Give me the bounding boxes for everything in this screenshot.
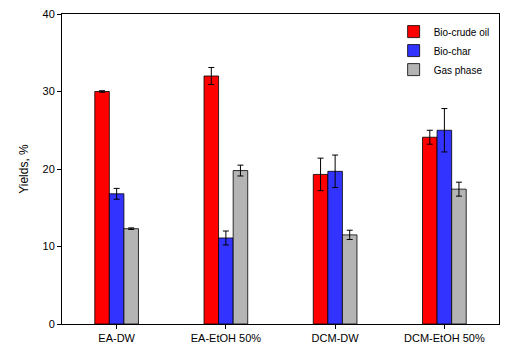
svg-text:DCM-DW: DCM-DW bbox=[312, 332, 360, 344]
svg-text:Bio-crude oil: Bio-crude oil bbox=[434, 27, 490, 38]
svg-text:10: 10 bbox=[43, 240, 55, 252]
svg-text:20: 20 bbox=[43, 163, 55, 175]
svg-text:30: 30 bbox=[43, 85, 55, 97]
svg-text:Gas phase: Gas phase bbox=[434, 65, 483, 76]
svg-text:40: 40 bbox=[43, 8, 55, 20]
svg-text:EA-EtOH 50%: EA-EtOH 50% bbox=[191, 332, 262, 344]
svg-text:Yields, %: Yields, % bbox=[17, 144, 31, 194]
svg-text:Bio-char: Bio-char bbox=[434, 46, 472, 57]
svg-text:0: 0 bbox=[49, 318, 55, 330]
svg-text:DCM-EtOH 50%: DCM-EtOH 50% bbox=[404, 332, 485, 344]
svg-text:EA-DW: EA-DW bbox=[98, 332, 135, 344]
